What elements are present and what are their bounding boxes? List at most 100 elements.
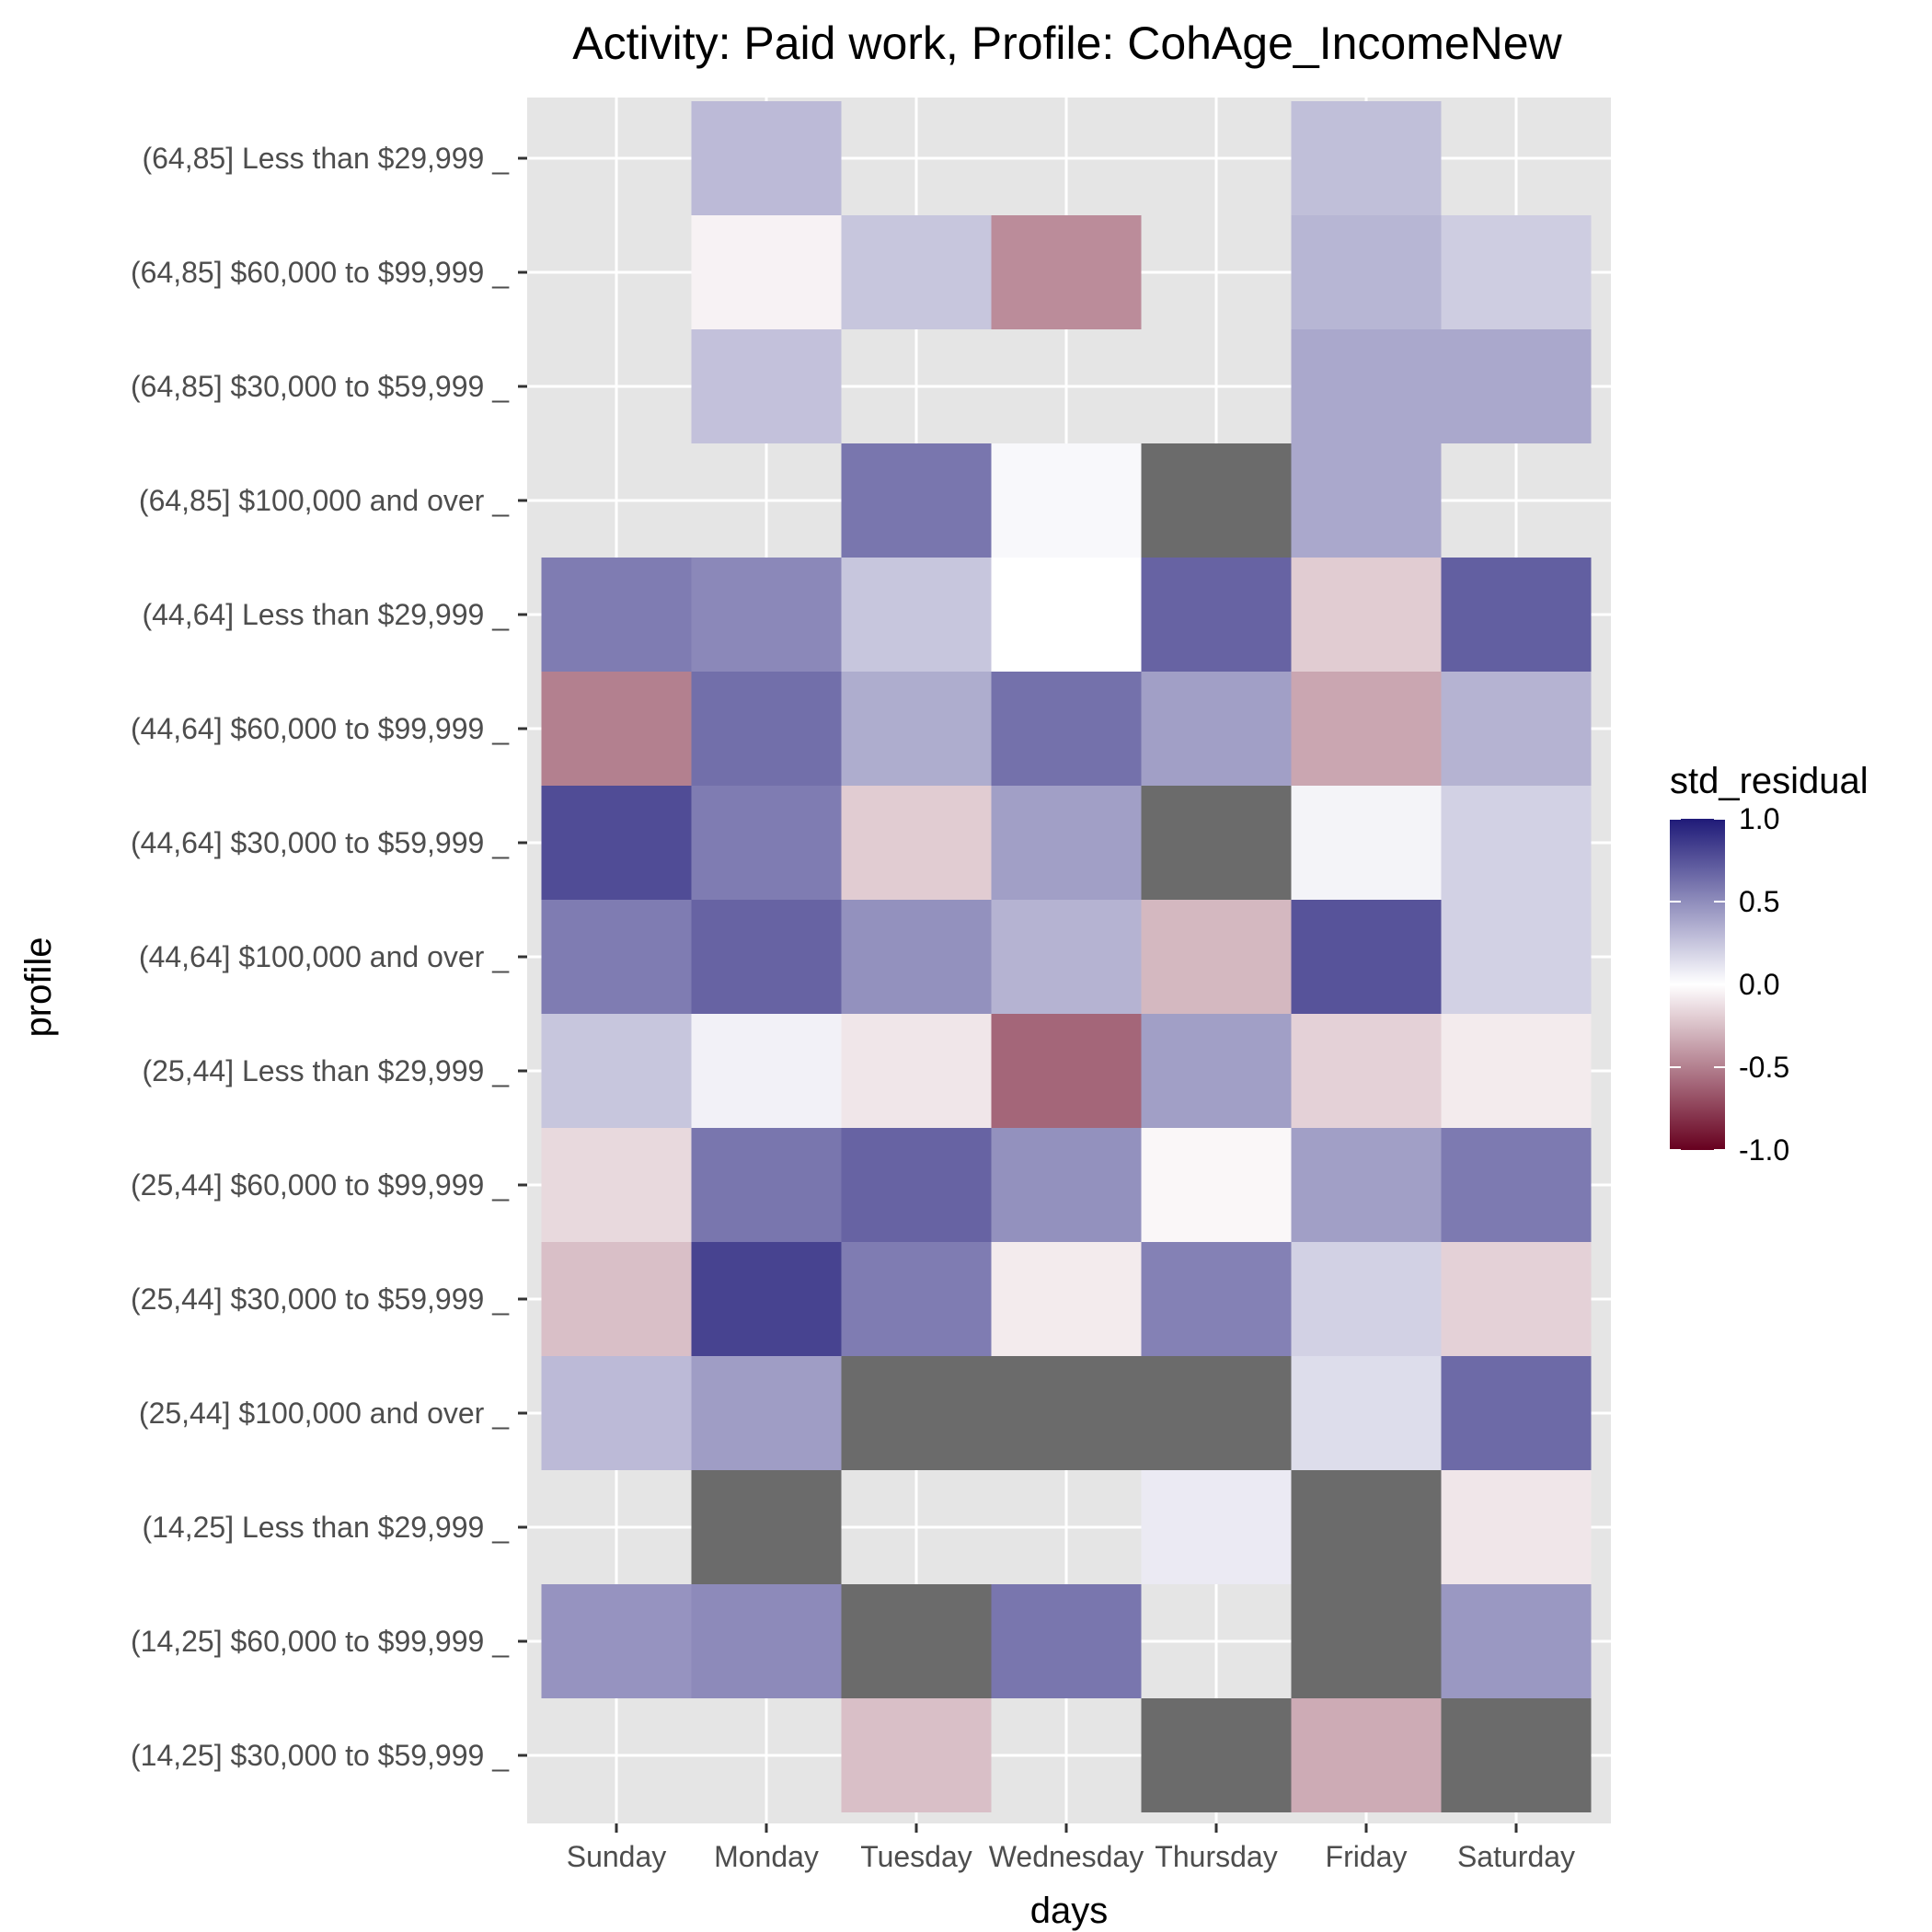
heatmap-cell (841, 786, 992, 900)
heatmap-cell (1291, 1698, 1442, 1812)
heatmap-cell (691, 558, 842, 672)
heatmap-cell (691, 1470, 842, 1584)
heatmap-cell (541, 1014, 692, 1128)
heatmap-cell (691, 1356, 842, 1470)
heatmap-cell (541, 558, 692, 672)
heatmap-cell (691, 672, 842, 786)
heatmap-cell (841, 1128, 992, 1242)
heatmap-cell (1441, 215, 1592, 329)
heatmap-cell (1291, 101, 1442, 215)
y-tick-label: (44,64] $60,000 to $99,999 _ (131, 712, 510, 745)
heatmap-cell (1291, 558, 1442, 672)
heatmap-cell (991, 1014, 1142, 1128)
heatmap-cell (1141, 900, 1292, 1014)
y-tick-label: (44,64] $30,000 to $59,999 _ (131, 826, 510, 859)
y-tick-label: (64,85] $30,000 to $59,999 _ (131, 370, 510, 403)
heatmap-cell (1291, 1128, 1442, 1242)
legend-tick-label: 1.0 (1739, 802, 1779, 835)
x-tick-label: Monday (714, 1840, 819, 1873)
heatmap-cell (541, 900, 692, 1014)
x-tick-label: Tuesday (860, 1840, 972, 1873)
y-tick-label: (64,85] $100,000 and over _ (139, 484, 510, 517)
heatmap-cell (1141, 443, 1292, 558)
heatmap-cell (841, 443, 992, 558)
heatmap-cell (691, 1014, 842, 1128)
y-tick-label: (25,44] $60,000 to $99,999 _ (131, 1168, 510, 1202)
chart-title: Activity: Paid work, Profile: CohAge_Inc… (572, 17, 1562, 69)
heatmap-cell (1441, 1584, 1592, 1698)
heatmap-cell (1441, 786, 1592, 900)
heatmap-cell (1291, 329, 1442, 443)
heatmap-cell (991, 443, 1142, 558)
y-tick-label: (14,25] $60,000 to $99,999 _ (131, 1625, 510, 1658)
y-axis-title: profile (18, 937, 59, 1038)
y-tick-label: (64,85] Less than $29,999 _ (142, 142, 510, 175)
legend-tick-label: 0.0 (1739, 968, 1779, 1001)
heatmap-cell (841, 1242, 992, 1356)
heatmap-cell (541, 1584, 692, 1698)
heatmap-cell (1291, 900, 1442, 1014)
heatmap-cell (1291, 215, 1442, 329)
y-tick-label: (14,25] $30,000 to $59,999 _ (131, 1739, 510, 1772)
heatmap-cell (841, 1356, 992, 1470)
legend-title: std_residual (1670, 761, 1869, 801)
heatmap-cell (541, 1242, 692, 1356)
heatmap-cell (991, 1356, 1142, 1470)
heatmap-cell (1441, 1242, 1592, 1356)
heatmap-cell (991, 215, 1142, 329)
y-tick-label: (64,85] $60,000 to $99,999 _ (131, 256, 510, 289)
legend-tick-label: 0.5 (1739, 885, 1779, 918)
heatmap-cell (1441, 672, 1592, 786)
heatmap-cell (1291, 672, 1442, 786)
heatmap-cell (1441, 900, 1592, 1014)
heatmap-cell (1441, 1128, 1592, 1242)
y-tick-label: (25,44] $30,000 to $59,999 _ (131, 1282, 510, 1316)
heatmap-cell (691, 1584, 842, 1698)
y-tick-label: (44,64] $100,000 and over _ (139, 940, 510, 973)
heatmap-cell (691, 786, 842, 900)
x-tick-label: Thursday (1155, 1840, 1277, 1873)
heatmap-cell (691, 101, 842, 215)
heatmap-cell (991, 1584, 1142, 1698)
heatmap-cell (991, 672, 1142, 786)
x-axis: Sunday Monday Tuesday Wednesday Thursday Frid… (567, 1823, 1575, 1873)
heatmap-cell (541, 672, 692, 786)
y-tick-label: (25,44] $100,000 and over _ (139, 1397, 510, 1430)
legend-tick-label: -1.0 (1739, 1133, 1789, 1167)
heatmap-cell (991, 1242, 1142, 1356)
y-tick-label: (25,44] Less than $29,999 _ (142, 1054, 510, 1087)
heatmap-cell (1291, 443, 1442, 558)
heatmap-cell (1141, 1356, 1292, 1470)
heatmap-cell (841, 1584, 992, 1698)
heatmap-cell (1291, 1014, 1442, 1128)
heatmap-cell (1441, 329, 1592, 443)
heatmap-cell (1291, 786, 1442, 900)
legend: std_residual 1.0 0.5 0.0 -0.5 -1.0 (1670, 761, 1869, 1167)
heatmap-cell (1441, 1356, 1592, 1470)
heatmap-cell (1141, 1242, 1292, 1356)
heatmap-cell (841, 1698, 992, 1812)
x-tick-label: Saturday (1457, 1840, 1575, 1873)
heatmap-cell (1141, 1698, 1292, 1812)
heatmap-cell (541, 1356, 692, 1470)
heatmap-cell (1141, 1128, 1292, 1242)
heatmap-cell (1441, 1698, 1592, 1812)
heatmap-cell (1141, 672, 1292, 786)
heatmap-cell (541, 786, 692, 900)
heatmap-cell (1291, 1356, 1442, 1470)
heatmap-cell (691, 215, 842, 329)
heatmap-cell (991, 558, 1142, 672)
y-axis: (64,85] Less than $29,999 _ (64,85] $60,0… (131, 142, 527, 1772)
heatmap-cell (841, 558, 992, 672)
heatmap-cell (1441, 1470, 1592, 1584)
plot-panel (527, 98, 1611, 1823)
heatmap-cell (841, 215, 992, 329)
heatmap-cell (691, 900, 842, 1014)
heatmap-cell (1141, 1014, 1292, 1128)
heatmap-cell (991, 786, 1142, 900)
heatmap-cell (541, 1128, 692, 1242)
heatmap-cell (691, 1242, 842, 1356)
heatmap-cell (1291, 1470, 1442, 1584)
